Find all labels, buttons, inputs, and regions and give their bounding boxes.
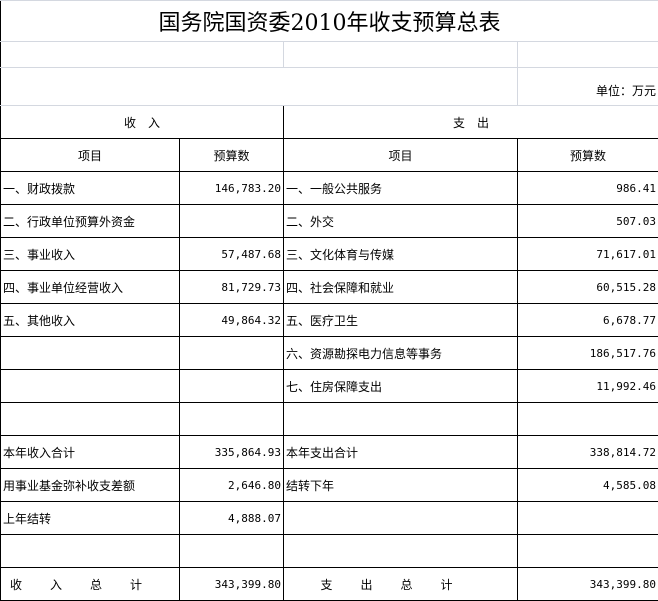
expense-item-cell[interactable]: 五、医疗卫生: [284, 304, 518, 337]
expense-item-cell[interactable]: 一、一般公共服务: [284, 172, 518, 205]
expense-value-cell[interactable]: 11,992.46: [518, 370, 658, 403]
income-budget-header[interactable]: 预算数: [180, 139, 284, 172]
expense-item-header[interactable]: 项目: [284, 139, 518, 172]
income-item-cell[interactable]: 四、事业单位经营收入: [1, 271, 180, 304]
income-value-cell[interactable]: 57,487.68: [180, 238, 284, 271]
expense-value-cell[interactable]: 71,617.01: [518, 238, 658, 271]
expense-item-cell[interactable]: 六、资源勘探电力信息等事务: [284, 337, 518, 370]
expense-value-cell[interactable]: 507.03: [518, 205, 658, 238]
expense-section-header[interactable]: 支 出: [284, 106, 658, 139]
income-value-cell[interactable]: [180, 205, 284, 238]
expense-value-cell[interactable]: 338,814.72: [518, 436, 658, 469]
expense-item-cell[interactable]: 三、文化体育与传媒: [284, 238, 518, 271]
income-item-cell[interactable]: 本年收入合计: [1, 436, 180, 469]
income-value-cell[interactable]: [180, 535, 284, 568]
table-row: [1, 403, 658, 436]
income-item-header[interactable]: 项目: [1, 139, 180, 172]
expense-value-cell[interactable]: 986.41: [518, 172, 658, 205]
income-value-cell[interactable]: 335,864.93: [180, 436, 284, 469]
expense-value-cell[interactable]: 6,678.77: [518, 304, 658, 337]
income-item-cell[interactable]: [1, 403, 180, 436]
income-item-cell[interactable]: [1, 535, 180, 568]
expense-value-cell[interactable]: 60,515.28: [518, 271, 658, 304]
expense-total-value[interactable]: 343,399.80: [518, 568, 658, 601]
income-item-cell[interactable]: 一、财政拨款: [1, 172, 180, 205]
expense-item-cell[interactable]: 二、外交: [284, 205, 518, 238]
expense-value-cell[interactable]: [518, 403, 658, 436]
income-value-cell[interactable]: [180, 370, 284, 403]
income-value-cell[interactable]: 49,864.32: [180, 304, 284, 337]
income-total-value[interactable]: 343,399.80: [180, 568, 284, 601]
expense-item-cell[interactable]: 七、住房保障支出: [284, 370, 518, 403]
expense-value-cell[interactable]: 4,585.08: [518, 469, 658, 502]
table-row: [1, 535, 658, 568]
income-item-cell[interactable]: 二、行政单位预算外资金: [1, 205, 180, 238]
income-value-cell[interactable]: 81,729.73: [180, 271, 284, 304]
income-value-cell[interactable]: 2,646.80: [180, 469, 284, 502]
expense-item-cell[interactable]: 四、社会保障和就业: [284, 271, 518, 304]
empty-cell[interactable]: [518, 42, 658, 68]
expense-item-cell[interactable]: 本年支出合计: [284, 436, 518, 469]
income-item-cell[interactable]: [1, 370, 180, 403]
empty-cell[interactable]: [1, 68, 518, 106]
income-value-cell[interactable]: 4,888.07: [180, 502, 284, 535]
expense-budget-header[interactable]: 预算数: [518, 139, 658, 172]
expense-item-cell[interactable]: [284, 403, 518, 436]
income-value-cell[interactable]: 146,783.20: [180, 172, 284, 205]
expense-value-cell[interactable]: 186,517.76: [518, 337, 658, 370]
expense-value-cell[interactable]: [518, 502, 658, 535]
income-value-cell[interactable]: [180, 337, 284, 370]
empty-cell[interactable]: [284, 42, 518, 68]
income-section-header[interactable]: 收 入: [1, 106, 284, 139]
unit-label[interactable]: 单位：万元: [518, 68, 658, 106]
expense-item-cell[interactable]: [284, 502, 518, 535]
sheet-title[interactable]: 国务院国资委2010年收支预算总表: [1, 1, 658, 42]
empty-cell[interactable]: [1, 42, 284, 68]
income-item-cell[interactable]: 三、事业收入: [1, 238, 180, 271]
income-item-cell[interactable]: 用事业基金弥补收支差额: [1, 469, 180, 502]
expense-item-cell[interactable]: [284, 535, 518, 568]
income-item-cell[interactable]: [1, 337, 180, 370]
income-item-cell[interactable]: 上年结转: [1, 502, 180, 535]
income-item-cell[interactable]: 五、其他收入: [1, 304, 180, 337]
expense-total-label[interactable]: 支出总计: [284, 568, 518, 601]
expense-value-cell[interactable]: [518, 535, 658, 568]
income-total-label[interactable]: 收入总计: [1, 568, 180, 601]
income-value-cell[interactable]: [180, 403, 284, 436]
expense-item-cell[interactable]: 结转下年: [284, 469, 518, 502]
